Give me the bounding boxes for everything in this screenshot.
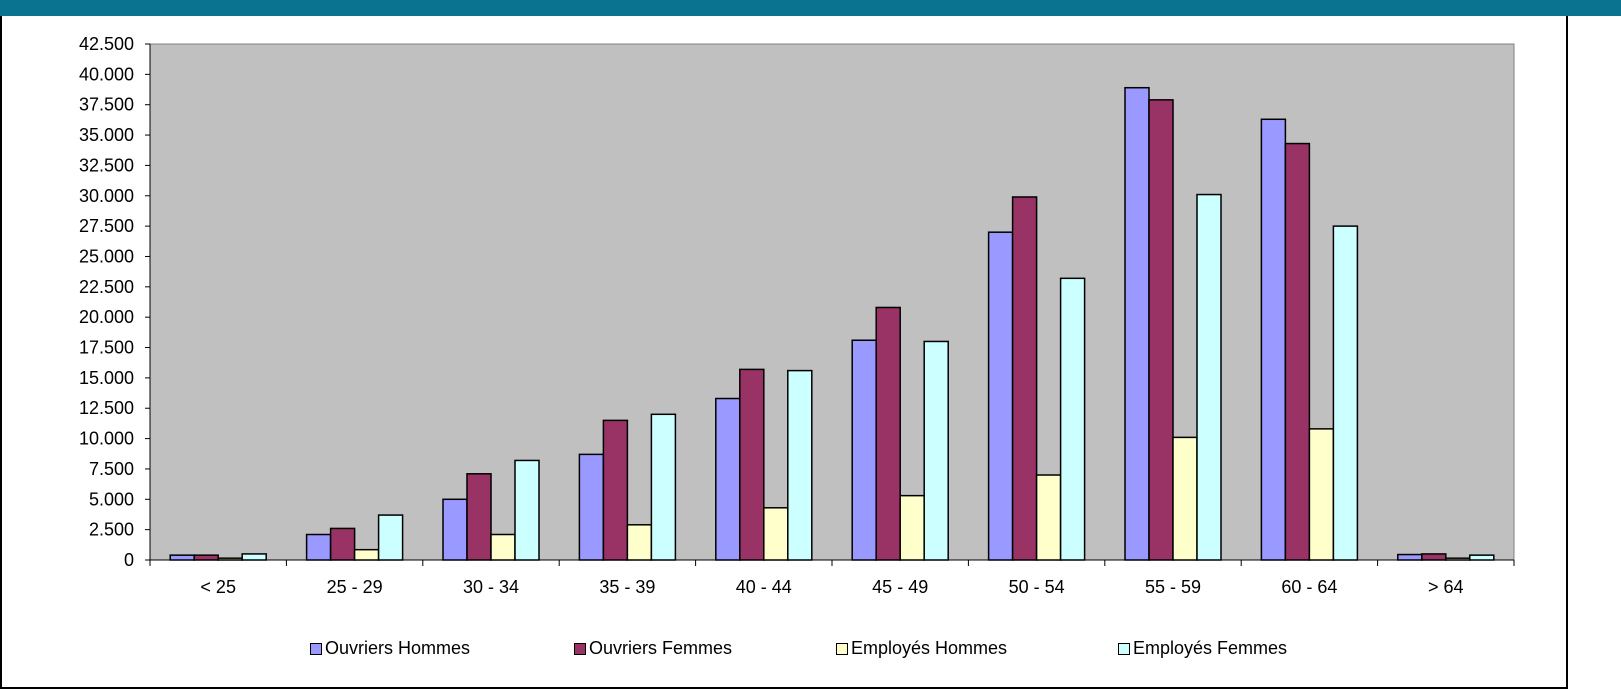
bar — [1284, 142, 1311, 561]
y-tick-label: 35.000 — [79, 125, 134, 145]
bar — [1421, 553, 1447, 561]
legend-item: Employés Femmes — [1118, 638, 1287, 659]
chart-frame: 0 2.500 5.000 7.500 10.000 12.500 15.000 17.500… — [0, 16, 1568, 689]
y-tick-label: 42.500 — [79, 34, 134, 54]
bar — [329, 527, 356, 561]
legend-label: Ouvriers Femmes — [589, 638, 733, 658]
y-tick-label: 7.500 — [89, 459, 134, 479]
bar — [1196, 193, 1222, 561]
y-tick-label: 25.000 — [79, 246, 134, 266]
bar — [1308, 428, 1335, 561]
bar — [899, 494, 925, 561]
legend-swatch — [1118, 642, 1130, 655]
bar — [1148, 99, 1174, 561]
y-tick-label: 32.500 — [79, 155, 134, 175]
y-tick-label: 40.000 — [79, 64, 134, 84]
bar — [602, 419, 629, 561]
bar — [1011, 196, 1038, 561]
x-tick-label: 30 - 34 — [463, 577, 519, 597]
bar — [442, 498, 468, 561]
x-tick-label: 55 - 59 — [1145, 577, 1201, 597]
x-tick-label: 35 - 39 — [599, 577, 655, 597]
bar — [1397, 553, 1423, 561]
legend-item: Ouvriers Hommes — [310, 638, 470, 659]
bar — [739, 368, 765, 561]
bar — [193, 554, 219, 561]
bar — [763, 507, 789, 561]
x-tick-label: 60 - 64 — [1281, 577, 1337, 597]
bar — [875, 306, 901, 561]
bar — [1260, 118, 1287, 561]
y-tick-label: 12.500 — [79, 398, 134, 418]
legend-label: Employés Hommes — [851, 638, 1008, 658]
legend-swatch — [574, 642, 586, 655]
y-tick-label: 22.500 — [79, 277, 134, 297]
y-tick-label: 37.500 — [79, 95, 134, 115]
x-tick-label: 50 - 54 — [1009, 577, 1065, 597]
bar — [353, 548, 380, 561]
bar — [1059, 277, 1086, 561]
y-tick-label: 5.000 — [89, 489, 134, 509]
bar — [851, 339, 877, 561]
bar — [241, 553, 267, 561]
y-tick-label: 17.500 — [79, 338, 134, 358]
legend-item: Ouvriers Femmes — [574, 638, 732, 659]
bar — [1332, 225, 1359, 561]
bar — [1172, 436, 1198, 561]
y-tick-label: 15.000 — [79, 368, 134, 388]
bar — [377, 514, 404, 561]
bar — [578, 453, 605, 561]
legend-swatch — [310, 642, 322, 655]
legend: Ouvriers Hommes Ouvriers Femmes Employés H… — [2, 638, 1570, 666]
bar-chart: 0 2.500 5.000 7.500 10.000 12.500 15.000 17.500… — [79, 34, 1515, 597]
window-title-bar — [0, 0, 1621, 16]
bar — [650, 413, 677, 561]
y-tick-label: 30.000 — [79, 186, 134, 206]
x-tick-label: 25 - 29 — [327, 577, 383, 597]
x-tick-label: > 64 — [1428, 577, 1464, 597]
bar — [923, 340, 949, 561]
bar — [466, 473, 492, 561]
bar — [787, 369, 813, 561]
legend-swatch — [836, 642, 848, 655]
bar — [715, 397, 741, 561]
y-tick-label: 20.000 — [79, 307, 134, 327]
x-tick-label: 45 - 49 — [872, 577, 928, 597]
bar — [490, 533, 516, 561]
legend-label: Ouvriers Hommes — [325, 638, 471, 658]
x-tick-label: 40 - 44 — [736, 577, 792, 597]
legend-item: Employés Hommes — [836, 638, 1007, 659]
bar — [987, 231, 1014, 561]
y-tick-label: 2.500 — [89, 520, 134, 540]
y-tick-label: 10.000 — [79, 429, 134, 449]
bar — [1469, 554, 1495, 561]
y-tick-label: 27.500 — [79, 216, 134, 236]
legend-label: Employés Femmes — [1133, 638, 1288, 658]
bar — [305, 533, 332, 561]
bar — [169, 554, 195, 561]
bar — [1445, 557, 1471, 561]
bar — [1124, 86, 1150, 561]
x-tick-label: < 25 — [200, 577, 236, 597]
bar — [217, 557, 243, 561]
y-tick-label: 0 — [124, 550, 134, 570]
bar — [626, 524, 653, 561]
bar — [1035, 474, 1062, 561]
bar — [514, 459, 540, 561]
